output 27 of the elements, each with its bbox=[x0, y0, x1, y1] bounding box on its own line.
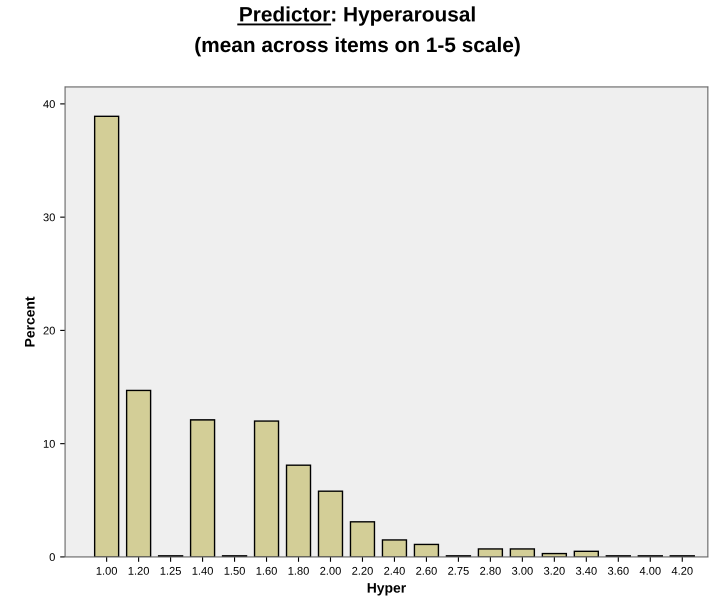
y-tick-label: 40 bbox=[43, 100, 55, 108]
x-tick-label: 3.20 bbox=[544, 566, 565, 575]
x-tick-label: 3.00 bbox=[512, 566, 533, 575]
x-tick-label: 2.00 bbox=[320, 566, 341, 575]
x-tick-label: 4.20 bbox=[672, 566, 693, 575]
y-tick-label: 0 bbox=[50, 553, 55, 562]
x-tick-label: 1.80 bbox=[288, 566, 309, 575]
x-axis-title: Hyper bbox=[368, 583, 406, 596]
y-tick-label: 20 bbox=[44, 326, 55, 335]
x-tick-label: 1.40 bbox=[192, 566, 213, 575]
chart-title: Predictor: Hyperarousal (mean across items on 1-5 scale) bbox=[195, 6, 520, 56]
x-tick-label: 1.25 bbox=[160, 566, 181, 575]
y-tick-label: 10 bbox=[44, 440, 55, 448]
x-tick-label: 2.60 bbox=[416, 566, 437, 575]
x-tick-label: 1.20 bbox=[128, 566, 149, 575]
x-tick-label: 1.60 bbox=[256, 566, 277, 575]
y-axis-title: Percent bbox=[24, 296, 35, 346]
x-tick-label: 1.50 bbox=[224, 566, 245, 575]
x-tick-label: 2.75 bbox=[448, 566, 469, 575]
x-tick-label: 2.40 bbox=[384, 566, 405, 575]
x-tick-label: 3.40 bbox=[576, 566, 597, 575]
x-tick-label: 4.00 bbox=[640, 566, 661, 575]
x-tick-label: 2.20 bbox=[352, 566, 373, 575]
x-tick-label: 2.80 bbox=[480, 566, 501, 575]
y-tick-label: 30 bbox=[43, 213, 55, 222]
x-tick-label: 3.60 bbox=[608, 566, 629, 575]
x-tick-label: 1.00 bbox=[96, 566, 118, 575]
